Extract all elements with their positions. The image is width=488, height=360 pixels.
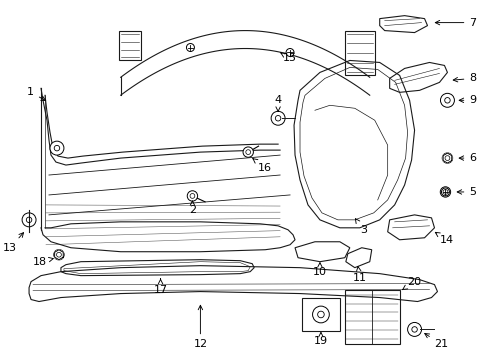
Circle shape (270, 111, 285, 125)
Text: 20: 20 (402, 276, 421, 290)
Circle shape (439, 187, 450, 197)
Text: 1: 1 (27, 87, 45, 100)
Text: 16: 16 (252, 159, 272, 173)
Circle shape (285, 49, 293, 57)
Text: 13: 13 (3, 233, 23, 253)
Text: 7: 7 (434, 18, 475, 28)
Text: 4: 4 (274, 95, 281, 111)
Circle shape (243, 147, 253, 157)
Text: 12: 12 (193, 305, 207, 349)
Text: 11: 11 (352, 267, 366, 283)
Polygon shape (442, 153, 451, 163)
Circle shape (186, 44, 194, 51)
Text: 2: 2 (188, 201, 196, 215)
Circle shape (22, 213, 36, 227)
Text: 21: 21 (424, 333, 447, 349)
Text: 5: 5 (456, 187, 475, 197)
Circle shape (50, 141, 64, 155)
Circle shape (312, 306, 328, 323)
Circle shape (187, 191, 197, 201)
Text: 9: 9 (458, 95, 475, 105)
Circle shape (441, 153, 452, 163)
Text: 8: 8 (452, 73, 475, 84)
Text: 14: 14 (434, 232, 453, 245)
Text: 17: 17 (153, 279, 167, 294)
Circle shape (440, 93, 453, 107)
Circle shape (407, 323, 421, 336)
Circle shape (441, 188, 448, 196)
Circle shape (54, 249, 64, 260)
Text: 6: 6 (458, 153, 475, 163)
Text: 19: 19 (313, 332, 327, 346)
Text: 18: 18 (33, 257, 53, 267)
Text: 3: 3 (355, 219, 366, 235)
Text: 10: 10 (312, 263, 326, 276)
Polygon shape (55, 250, 63, 260)
Text: 15: 15 (280, 53, 296, 63)
